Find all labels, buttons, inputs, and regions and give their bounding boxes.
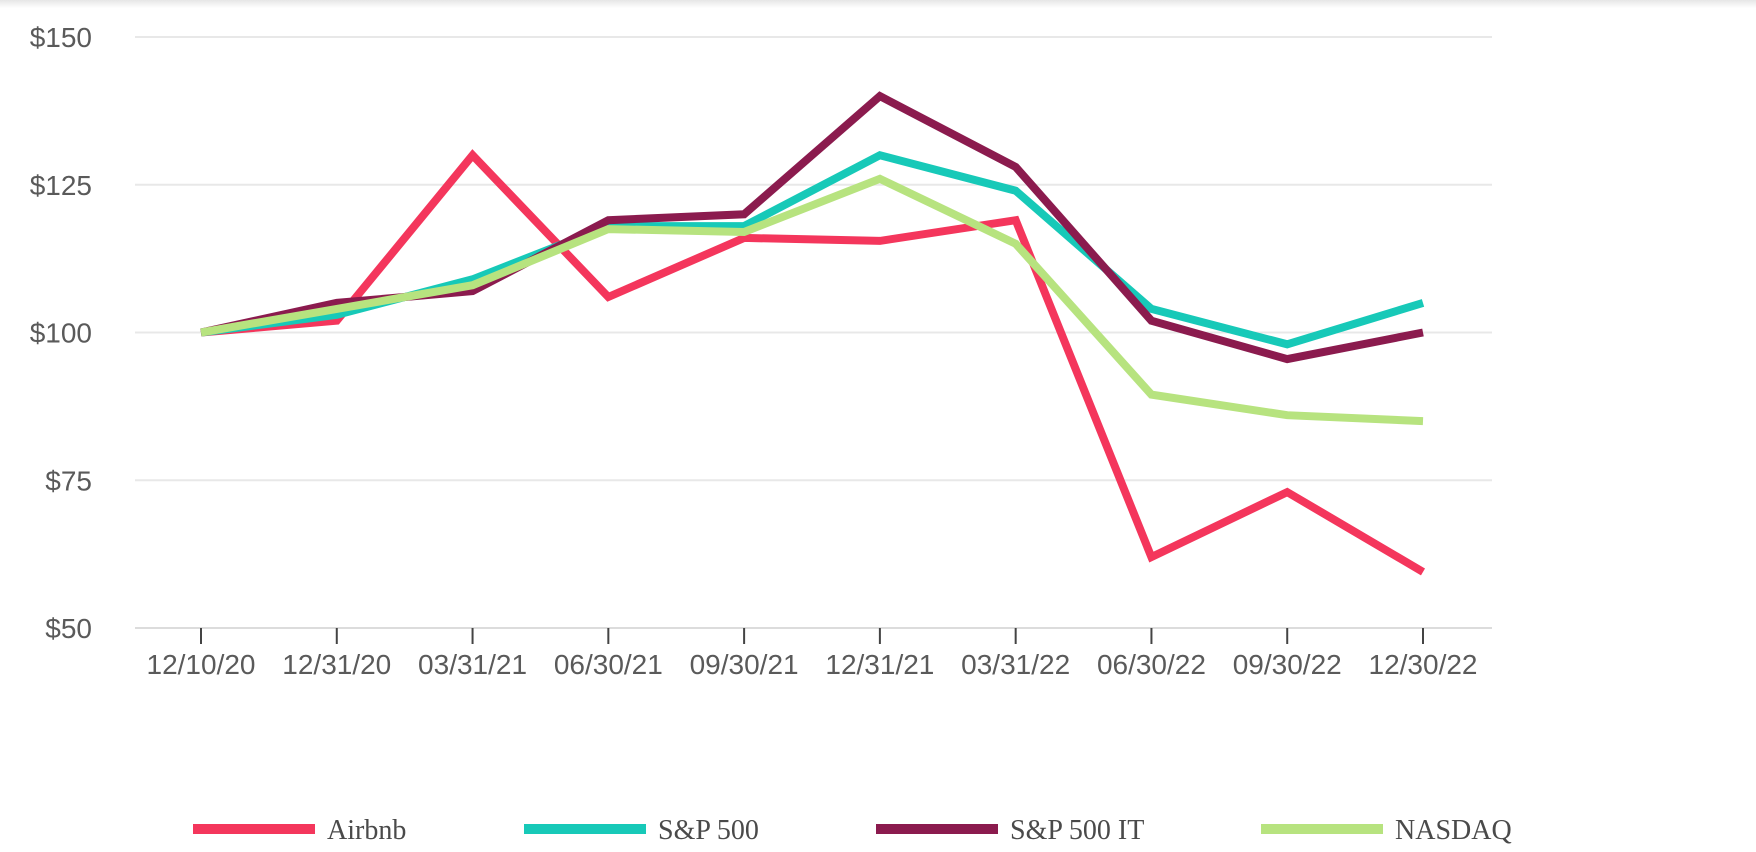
x-tick-label: 12/10/20: [147, 649, 256, 680]
x-tick-label: 12/31/20: [282, 649, 391, 680]
legend-label: NASDAQ: [1395, 815, 1512, 846]
gridlines: [135, 37, 1492, 628]
x-tick-label: 06/30/22: [1097, 649, 1206, 680]
x-tick-label: 09/30/22: [1233, 649, 1342, 680]
y-tick-label: $100: [30, 318, 92, 349]
x-tick-label: 12/30/22: [1369, 649, 1478, 680]
legend: Airbnb S&P 500 S&P 500 IT NASDAQ: [193, 815, 1512, 846]
series-line-1: [201, 155, 1423, 344]
series-line-0: [201, 155, 1423, 572]
y-tick-label: $150: [30, 22, 92, 53]
x-tick-label: 03/31/21: [418, 649, 527, 680]
y-tick-label: $125: [30, 170, 92, 201]
y-tick-label: $75: [45, 465, 92, 496]
legend-label: S&P 500: [658, 815, 759, 846]
series-line-3: [201, 179, 1423, 421]
series-lines: [201, 96, 1423, 572]
legend-label: S&P 500 IT: [1010, 815, 1144, 846]
x-axis-ticks: 12/10/20 12/31/20 03/31/21 06/30/21 09/30/21…: [147, 628, 1478, 680]
x-tick-label: 06/30/21: [554, 649, 663, 680]
x-tick-label: 09/30/21: [690, 649, 799, 680]
y-axis-ticks: $50 $75 $100 $125 $150: [30, 22, 92, 644]
x-tick-label: 03/31/22: [961, 649, 1070, 680]
series-line-2: [201, 96, 1423, 359]
y-tick-label: $50: [45, 613, 92, 644]
legend-label: Airbnb: [327, 815, 406, 846]
x-tick-label: 12/31/21: [825, 649, 934, 680]
